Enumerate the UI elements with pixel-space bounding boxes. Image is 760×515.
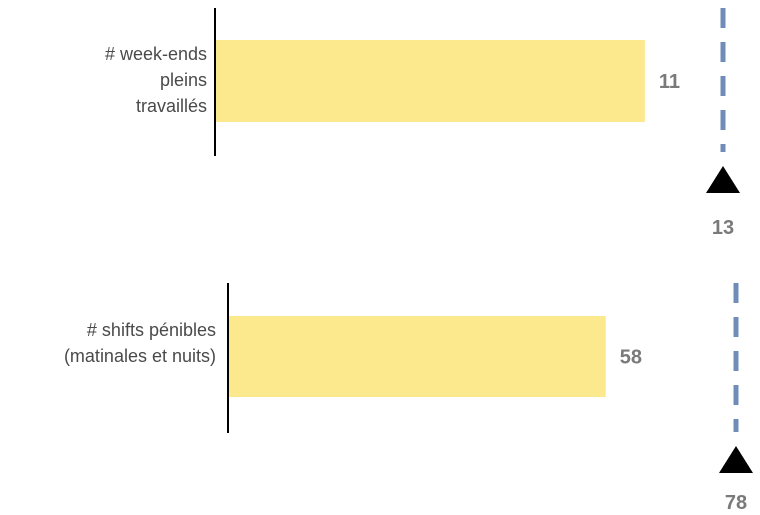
category-label-line: # week-ends [105,44,207,64]
target-label-weekends: 13 [712,217,734,239]
bar-weekends [215,40,645,122]
value-label-shifts: 58 [620,347,642,369]
category-label-line: travaillés [136,96,207,116]
bar-shifts [228,316,606,397]
target-marker-shifts [719,446,753,473]
value-label-weekends: 11 [659,71,680,93]
category-label-line: pleins [160,70,207,90]
target-marker-weekends [706,166,740,193]
category-label-line: (matinales et nuits) [64,346,216,366]
category-label-line: # shifts pénibles [87,320,216,340]
target-label-shifts: 78 [725,492,747,514]
